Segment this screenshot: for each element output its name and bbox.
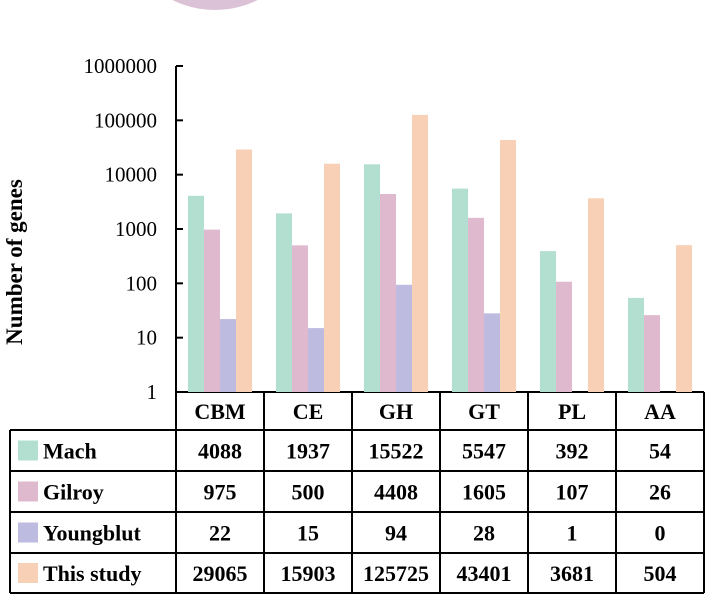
table-cell-value: 500 — [292, 480, 325, 505]
bar-this-study-aa — [676, 245, 692, 392]
bar-this-study-gh — [412, 114, 428, 392]
category-label-cbm: CBM — [194, 399, 246, 424]
table-cell-value: 504 — [644, 561, 677, 586]
bar-this-study-gt — [500, 140, 516, 392]
category-label-aa: AA — [644, 399, 676, 424]
y-tick-label: 10000 — [105, 163, 158, 187]
bar-mach-aa — [628, 297, 644, 392]
table-cell-value: 5547 — [462, 439, 506, 464]
legend-label: Gilroy — [43, 480, 104, 505]
table-cell-value: 392 — [556, 439, 589, 464]
category-label-pl: PL — [558, 399, 586, 424]
legend-swatch-mach — [18, 440, 38, 461]
bar-gilroy-gh — [380, 193, 396, 392]
y-tick-label: 100000 — [94, 108, 157, 132]
bar-mach-cbm — [188, 195, 204, 392]
table-cell-value: 54 — [649, 439, 671, 464]
bar-this-study-ce — [324, 163, 340, 392]
legend-label: Mach — [43, 439, 97, 464]
category-label-ce: CE — [293, 399, 324, 424]
table-cell-value: 1 — [567, 521, 578, 546]
table-cell-value: 29065 — [193, 561, 248, 586]
bar-this-study-pl — [588, 198, 604, 392]
y-axis: 1 10 100 1000 10000 100000 1000000 — [84, 54, 183, 404]
category-label-gt: GT — [468, 399, 500, 424]
bar-mach-ce — [276, 213, 292, 392]
bar-youngblut-gh — [396, 284, 412, 392]
y-tick-label: 100 — [126, 271, 158, 295]
bar-youngblut-gt — [484, 313, 500, 392]
table-cell-value: 15903 — [281, 561, 336, 586]
table-cell-value: 43401 — [457, 561, 512, 586]
table-cell-value: 125725 — [363, 561, 429, 586]
bar-youngblut-ce — [308, 328, 324, 392]
y-tick-label: 1 — [147, 380, 158, 404]
table-labels: CBM CE GH GT PL AA Mach 4088 1937 15522 5547 392 54 G… — [18, 399, 677, 586]
y-tick-label: 1000 — [115, 217, 157, 241]
bar-this-study-cbm — [236, 149, 252, 392]
bar-gilroy-ce — [292, 245, 308, 392]
table-cell-value: 94 — [385, 521, 407, 546]
y-tick-label: 10 — [136, 326, 157, 350]
table-cell-value: 1605 — [462, 480, 506, 505]
table-cell-value: 1937 — [286, 439, 330, 464]
table-cell-value: 15522 — [369, 439, 424, 464]
legend-label: This study — [43, 561, 141, 586]
legend-swatch-gilroy — [18, 481, 38, 502]
bars — [188, 114, 692, 392]
bar-mach-gh — [364, 164, 380, 392]
bar-gilroy-cbm — [204, 229, 220, 392]
bar-gilroy-pl — [556, 281, 572, 392]
y-axis-label: Number of genes — [2, 179, 27, 345]
bar-mach-gt — [452, 188, 468, 392]
legend-label: Youngblut — [43, 521, 142, 546]
bar-mach-pl — [540, 251, 556, 392]
bar-gilroy-aa — [644, 315, 660, 392]
table-cell-value: 28 — [473, 521, 495, 546]
bar-gilroy-gt — [468, 217, 484, 392]
category-label-gh: GH — [379, 399, 413, 424]
legend-swatch-this-study — [18, 563, 38, 583]
table-cell-value: 4088 — [198, 439, 242, 464]
bar-youngblut-cbm — [220, 319, 236, 392]
decorative-circle — [172, 0, 258, 10]
table-cell-value: 15 — [297, 521, 319, 546]
table-cell-value: 975 — [204, 480, 237, 505]
table-cell-value: 3681 — [550, 561, 594, 586]
y-tick-label: 1000000 — [84, 54, 158, 78]
table-grid — [9, 391, 705, 594]
table-cell-value: 22 — [209, 521, 231, 546]
table-cell-value: 26 — [649, 480, 671, 505]
table-cell-value: 107 — [556, 480, 589, 505]
table-cell-value: 4408 — [374, 480, 418, 505]
legend-swatch-youngblut — [18, 522, 38, 543]
table-cell-value: 0 — [655, 521, 666, 546]
